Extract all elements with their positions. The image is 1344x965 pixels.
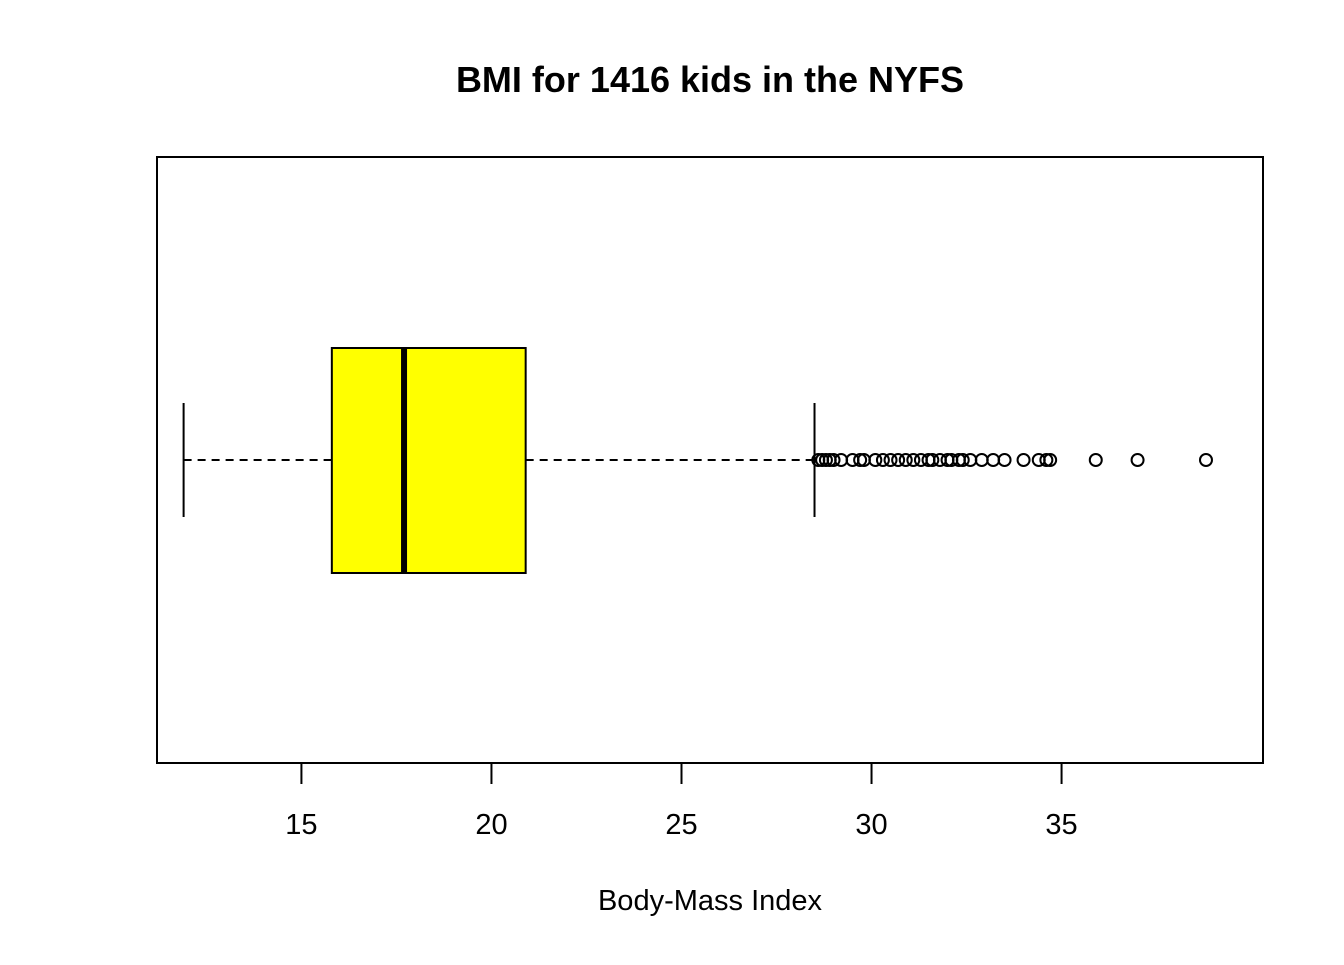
- outlier-point: [963, 453, 978, 467]
- outlier-point: [974, 453, 989, 467]
- box-group: [182, 347, 816, 574]
- outlier-point: [997, 453, 1012, 467]
- outlier-point: [818, 453, 833, 467]
- outlier-point: [875, 453, 890, 467]
- outlier-point: [1043, 453, 1058, 467]
- x-tick-label: 20: [475, 809, 507, 841]
- outlier-point: [826, 453, 841, 467]
- outlier-point: [1088, 453, 1103, 467]
- outlier-point: [891, 453, 906, 467]
- outlier-point: [925, 453, 940, 467]
- x-axis: 15 20 25 30 35: [285, 762, 1078, 841]
- outlier-point: [834, 453, 849, 467]
- x-tick-label: 15: [285, 809, 317, 841]
- outlier-point: [1198, 453, 1213, 467]
- outlier-point: [853, 453, 868, 467]
- outlier-point: [955, 453, 970, 467]
- outlier-point: [1016, 453, 1031, 467]
- outlier-point: [1039, 453, 1054, 467]
- outlier-group: [811, 453, 1213, 467]
- x-axis-label: Body-Mass Index: [598, 885, 823, 917]
- outlier-point: [898, 453, 913, 467]
- outlier-point: [906, 453, 921, 467]
- iqr-box: [330, 347, 527, 574]
- x-tick-label: 30: [855, 809, 887, 841]
- x-tick-label: 35: [1045, 809, 1077, 841]
- outlier-point: [883, 453, 898, 467]
- chart-title: BMI for 1416 kids in the NYFS: [456, 59, 964, 100]
- outlier-point: [868, 453, 883, 467]
- outlier-point: [986, 453, 1001, 467]
- outlier-point: [1130, 453, 1145, 467]
- x-tick-label: 25: [665, 809, 697, 841]
